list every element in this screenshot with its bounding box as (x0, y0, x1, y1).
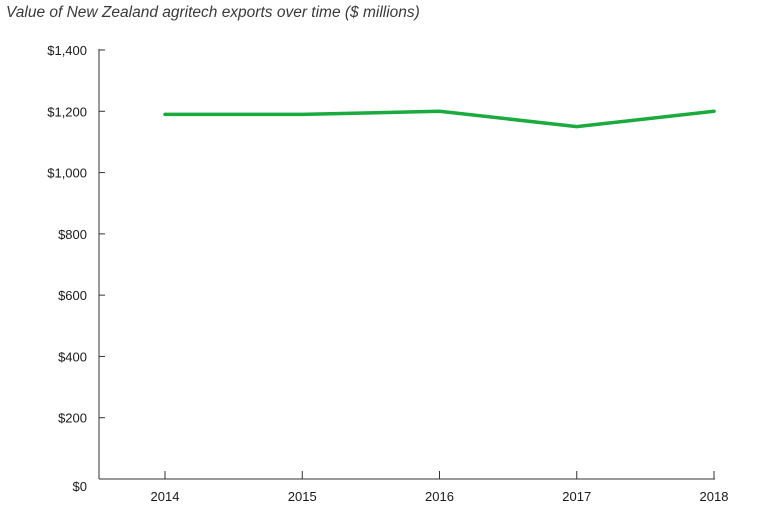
chart-axes (98, 49, 715, 480)
x-tick-label: 2016 (425, 489, 454, 504)
y-tick-label: $1,400 (47, 43, 87, 58)
x-axis-ticks: 2014 2015 2016 2017 2018 (151, 471, 729, 504)
y-tick-label: $0 (73, 479, 87, 494)
y-tick-label: $400 (58, 349, 87, 364)
series-line (163, 109, 716, 129)
y-tick-label: $1,000 (47, 166, 87, 181)
y-axis-ticks: $0 $200 $400 $600 $800 $1,000 $1,200 $1,400 (47, 43, 105, 494)
chart-series (163, 109, 716, 129)
x-tick-label: 2017 (562, 489, 591, 504)
y-tick-label: $200 (58, 411, 87, 426)
chart-title: Value of New Zealand agritech exports ov… (6, 4, 420, 21)
y-tick-label: $800 (58, 227, 87, 242)
x-tick-label: 2015 (288, 489, 317, 504)
x-tick-label: 2018 (700, 489, 729, 504)
y-tick-label: $1,200 (47, 104, 87, 119)
y-tick-label: $600 (58, 288, 87, 303)
x-tick-label: 2014 (151, 489, 180, 504)
